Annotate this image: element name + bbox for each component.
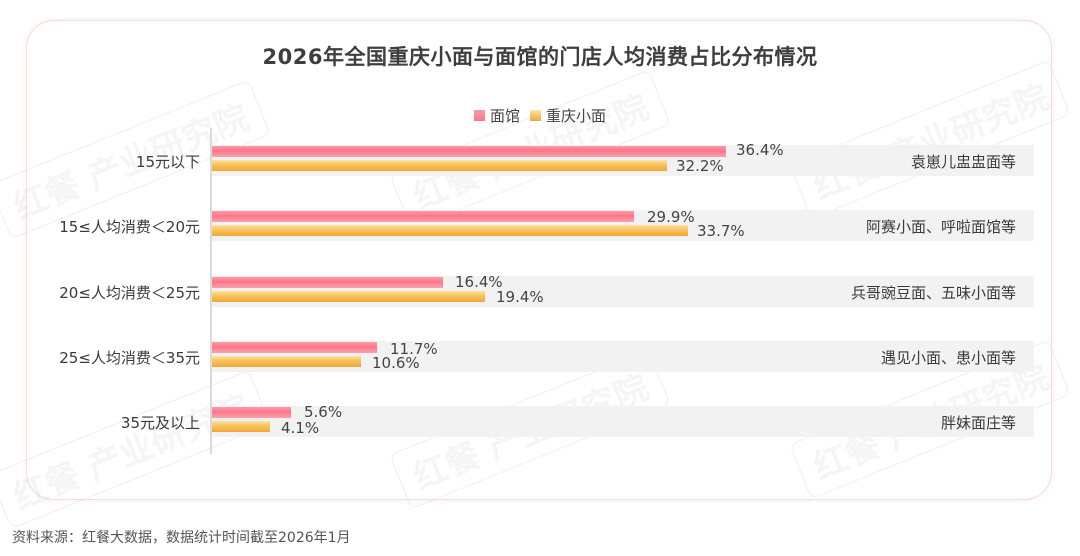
value-label-chongqing-noodles: 19.4% bbox=[496, 288, 544, 306]
value-label-noodle-shop: 5.6% bbox=[304, 403, 343, 421]
bar-noodle-shop bbox=[212, 342, 377, 353]
category-label: 15≤人均消费＜20元 bbox=[59, 218, 200, 236]
y-axis-line bbox=[210, 128, 212, 454]
bar-noodle-shop bbox=[212, 211, 634, 222]
category-label: 20≤人均消费＜25元 bbox=[59, 284, 200, 302]
chart-row: 15元以下 36.4% 32.2% 袁崽儿盅盅面等 bbox=[0, 141, 1080, 205]
category-label: 25≤人均消费＜35元 bbox=[59, 349, 200, 367]
bar-chongqing-noodles bbox=[212, 160, 667, 171]
brand-examples: 袁崽儿盅盅面等 bbox=[910, 153, 1016, 171]
value-label-chongqing-noodles: 4.1% bbox=[281, 419, 320, 437]
source-note: 资料来源：红餐大数据，数据统计时间截至2026年1月 bbox=[12, 530, 351, 546]
chart-row: 15≤人均消费＜20元 29.9% 33.7% 阿赛小面、呼啦面馆等 bbox=[0, 208, 1080, 270]
chart-title: 2026年全国重庆小面与面馆的门店人均消费占比分布情况 bbox=[262, 45, 818, 69]
brand-examples: 兵哥豌豆面、五味小面等 bbox=[850, 284, 1016, 302]
value-label-chongqing-noodles: 10.6% bbox=[372, 354, 420, 372]
brand-examples: 遇见小面、患小面等 bbox=[880, 349, 1016, 367]
chart-row: 35元及以上 5.6% 4.1% 胖妹面庄等 bbox=[0, 403, 1080, 466]
category-label: 15元以下 bbox=[135, 153, 200, 171]
legend-item-chongqing-noodles: 重庆小面 bbox=[530, 105, 606, 126]
value-label-noodle-shop: 16.4% bbox=[455, 273, 503, 291]
value-label-noodle-shop: 36.4% bbox=[736, 141, 784, 159]
bar-noodle-shop bbox=[212, 407, 291, 418]
value-label-chongqing-noodles: 33.7% bbox=[697, 222, 745, 240]
legend-label: 重庆小面 bbox=[546, 107, 607, 125]
chart-row: 25≤人均消费＜35元 11.7% 10.6% 遇见小面、患小面等 bbox=[0, 340, 1080, 401]
chart-row: 20≤人均消费＜25元 16.4% 19.4% 兵哥豌豆面、五味小面等 bbox=[0, 273, 1080, 336]
value-label-noodle-shop: 29.9% bbox=[647, 208, 695, 226]
category-label: 35元及以上 bbox=[120, 414, 200, 432]
legend: 面馆 重庆小面 bbox=[0, 105, 1080, 126]
value-label-noodle-shop: 11.7% bbox=[390, 340, 438, 358]
row-background bbox=[212, 406, 1034, 437]
bar-chongqing-noodles bbox=[212, 225, 688, 236]
bar-noodle-shop bbox=[212, 146, 726, 157]
bar-chongqing-noodles bbox=[212, 421, 270, 432]
legend-item-noodle-shop: 面馆 bbox=[473, 105, 520, 126]
bar-noodle-shop bbox=[212, 277, 443, 288]
legend-label: 面馆 bbox=[489, 107, 520, 125]
bar-chongqing-noodles bbox=[212, 291, 485, 302]
value-label-chongqing-noodles: 32.2% bbox=[676, 157, 724, 175]
legend-swatch-icon bbox=[473, 110, 485, 121]
legend-swatch-icon bbox=[530, 110, 541, 121]
bar-chongqing-noodles bbox=[212, 356, 361, 367]
brand-examples: 阿赛小面、呼啦面馆等 bbox=[865, 218, 1016, 236]
brand-examples: 胖妹面庄等 bbox=[940, 414, 1016, 432]
